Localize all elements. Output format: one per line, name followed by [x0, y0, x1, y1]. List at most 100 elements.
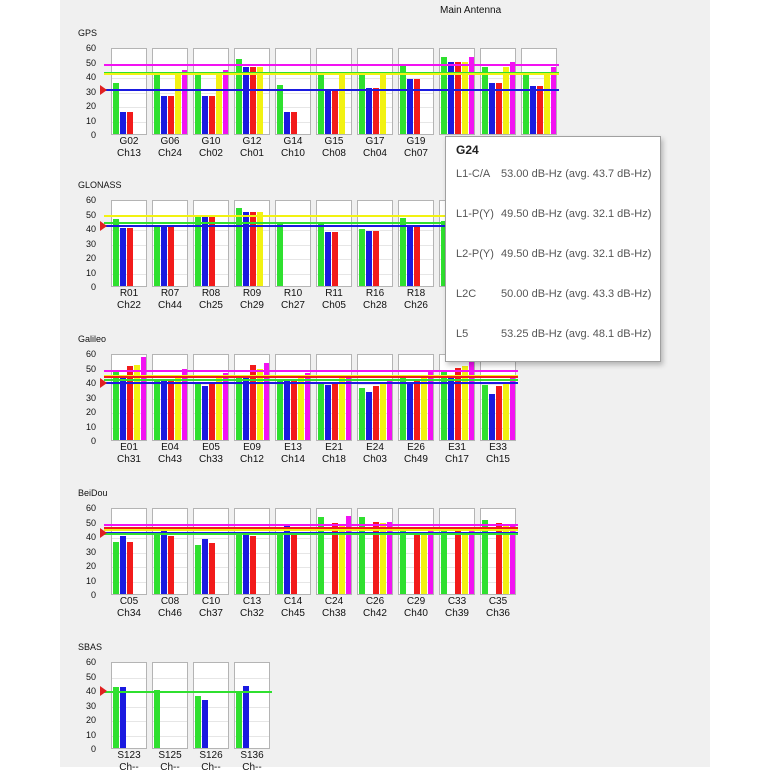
satellite-label: R01 Ch22 [105, 288, 153, 312]
gridline [522, 63, 556, 65]
satellite-channel: Ch49 [404, 454, 428, 465]
satellite-id: R16 [365, 288, 385, 299]
cn0-bar-band-1 [195, 695, 201, 748]
tooltip-row-value: 49.50 dB-Hz (avg. 32.1 dB-Hz) [501, 248, 652, 260]
cn0-bar-band-2 [489, 393, 495, 440]
satellite-plot-box [357, 48, 393, 135]
satellite-id: C10 [201, 596, 221, 607]
gridline [153, 677, 187, 679]
satellite-channel: Ch43 [158, 454, 182, 465]
cn0-bar-band-5 [387, 379, 392, 440]
satellite-label: C33 Ch39 [433, 596, 481, 620]
satellite-id: R18 [406, 288, 426, 299]
y-tick-label: 20 [85, 715, 96, 725]
satellite-plot-box [111, 662, 147, 749]
gridline [194, 78, 228, 79]
gridline [276, 259, 310, 260]
satellite-plot-box [398, 48, 434, 135]
tooltip-row-value: 53.00 dB-Hz (avg. 43.7 dB-Hz) [501, 168, 652, 180]
section-title-sbas: SBAS [78, 642, 103, 652]
section-title-galileo: Galileo [78, 334, 107, 344]
threshold-marker-icon[interactable] [100, 527, 107, 538]
cn0-bar-band-2 [448, 62, 454, 134]
satellite-plot-box [439, 508, 475, 595]
satellite-id: E13 [284, 442, 302, 453]
satellite-label: C26 Ch42 [351, 596, 399, 620]
cn0-bar-band-1 [482, 384, 488, 440]
cn0-bar-band-4 [421, 374, 427, 440]
gridline [317, 63, 351, 65]
satellite-plot-box [111, 508, 147, 595]
satellite-plot-box [152, 508, 188, 595]
tooltip-row-name: L5 [456, 328, 469, 340]
threshold-marker-icon[interactable] [100, 221, 107, 232]
cn0-bar-band-1 [113, 219, 119, 286]
satellite-id: C08 [160, 596, 180, 607]
cn0-bar-band-1 [236, 58, 242, 134]
cn0-bar-band-5 [346, 515, 351, 594]
cn0-bar-band-1 [195, 214, 201, 286]
threshold-marker-icon[interactable] [100, 378, 107, 388]
cn0-bar-band-2 [448, 376, 454, 440]
satellite-label: G02 Ch13 [105, 136, 153, 160]
cn0-bar-band-3 [250, 364, 256, 440]
cn0-bar-band-3 [496, 386, 502, 440]
satellite-channel: Ch14 [281, 454, 305, 465]
cn0-bar-band-3 [209, 543, 215, 594]
y-tick-label: 20 [85, 253, 96, 263]
cn0-bar-band-1 [359, 517, 365, 594]
cn0-bar-band-5 [428, 530, 433, 594]
gridline [276, 523, 310, 525]
cn0-bar-band-5 [182, 368, 187, 440]
satellite-id: E09 [243, 442, 261, 453]
cn0-bar-band-3 [209, 382, 215, 440]
satellite-plot-box [193, 48, 229, 135]
average-line [104, 376, 518, 379]
cn0-bar-band-3 [209, 216, 215, 286]
y-tick-label: 20 [85, 407, 96, 417]
cn0-bar-band-3 [168, 380, 174, 440]
satellite-id: C14 [283, 596, 303, 607]
gridline [235, 706, 269, 708]
cn0-bar-band-1 [236, 691, 242, 748]
cn0-bar-band-2 [407, 78, 413, 134]
y-tick-label: 40 [85, 72, 96, 82]
satellite-channel: Ch32 [240, 608, 264, 619]
satellite-channel: Ch03 [363, 454, 387, 465]
y-tick-label: 50 [85, 57, 96, 68]
satellite-plot-box [234, 354, 270, 441]
satellite-channel: Ch04 [363, 148, 387, 159]
satellite-label: R16 Ch28 [351, 288, 399, 312]
cn0-bar-band-3 [209, 96, 215, 134]
satellite-channel: Ch33 [199, 454, 223, 465]
cn0-bar-band-4 [462, 61, 468, 134]
satellite-id: G14 [283, 136, 303, 147]
threshold-marker-icon[interactable] [100, 686, 107, 696]
gridline [276, 230, 310, 231]
threshold-marker-icon[interactable] [100, 85, 107, 96]
cn0-bar-band-2 [489, 83, 495, 134]
satellite-plot-box [234, 200, 270, 287]
gridline [235, 721, 269, 722]
satellite-id: G02 [119, 136, 139, 147]
tooltip-title: G24 [456, 143, 479, 157]
satellite-channel: Ch31 [117, 454, 141, 465]
cn0-bar-band-1 [523, 73, 529, 134]
cn0-bar-band-2 [243, 376, 249, 440]
satellite-channel: Ch29 [240, 300, 264, 311]
cn0-bar-band-3 [373, 230, 379, 286]
cn0-bar-band-3 [332, 522, 338, 594]
satellite-label: C08 Ch46 [146, 596, 194, 620]
satellite-label: E24 Ch03 [351, 442, 399, 466]
cn0-bar-band-2 [366, 230, 372, 286]
satellite-id: C13 [242, 596, 262, 607]
average-line [104, 531, 518, 534]
gridline [112, 63, 146, 65]
cn0-bar-band-2 [202, 700, 208, 748]
cn0-bar-band-2 [243, 212, 249, 286]
satellite-plot-box [193, 508, 229, 595]
average-line [104, 73, 559, 76]
cn0-bar-band-4 [339, 524, 345, 594]
cn0-bar-band-2 [120, 374, 126, 440]
y-tick-label: 30 [85, 546, 96, 557]
